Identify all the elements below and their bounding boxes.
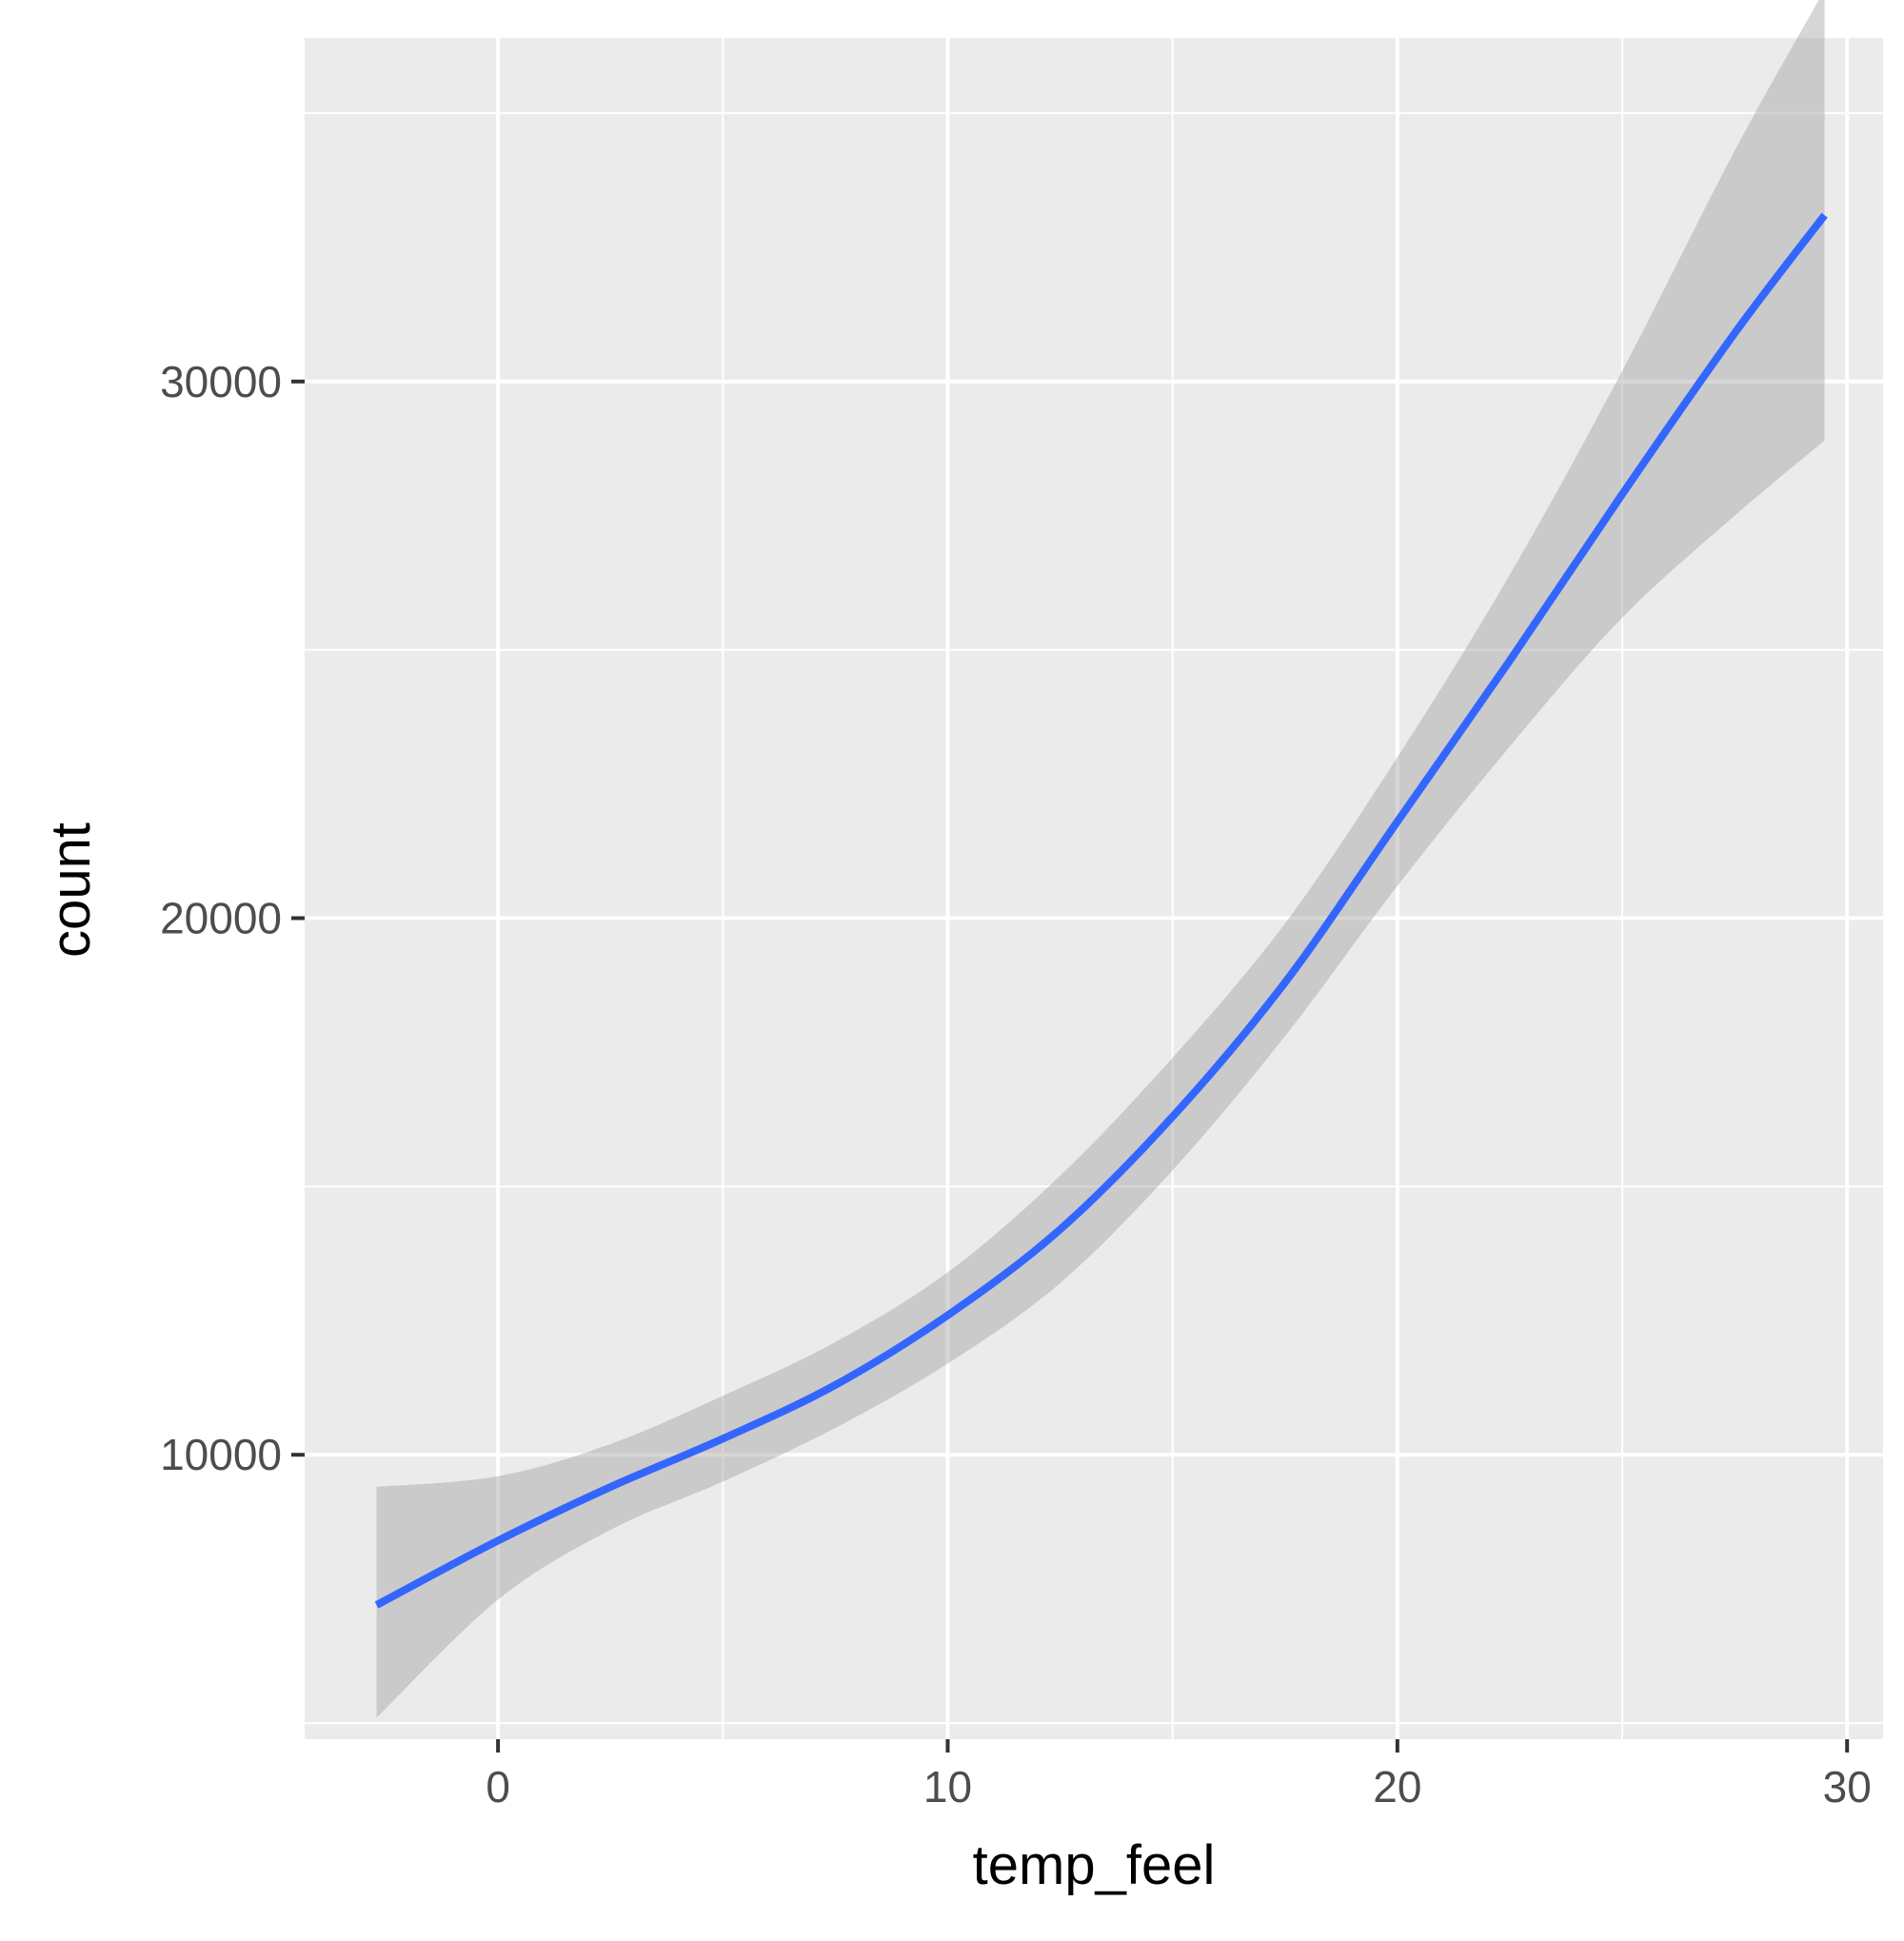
line-layer [374,212,1828,1609]
x-axis-title: temp_feel [973,1834,1216,1896]
y-tick-label: 30000 [160,357,282,406]
x-tick-label: 10 [923,1762,972,1812]
y-axis-title: count [40,822,102,958]
x-tick-label: 20 [1373,1762,1421,1812]
x-axis: 0 10 20 30 [486,1739,1872,1812]
y-tick-label: 10000 [160,1430,282,1479]
x-tick-label: 30 [1823,1762,1872,1812]
confidence-band-layer [376,0,1825,1718]
major-grid [305,38,1883,1739]
x-tick-label: 0 [486,1762,510,1812]
minor-grid [305,38,1883,1739]
confidence-band [376,0,1825,1718]
y-tick-label: 20000 [160,894,282,943]
y-axis: 10000 20000 30000 [160,357,305,1479]
smooth-fit-line [374,212,1828,1609]
